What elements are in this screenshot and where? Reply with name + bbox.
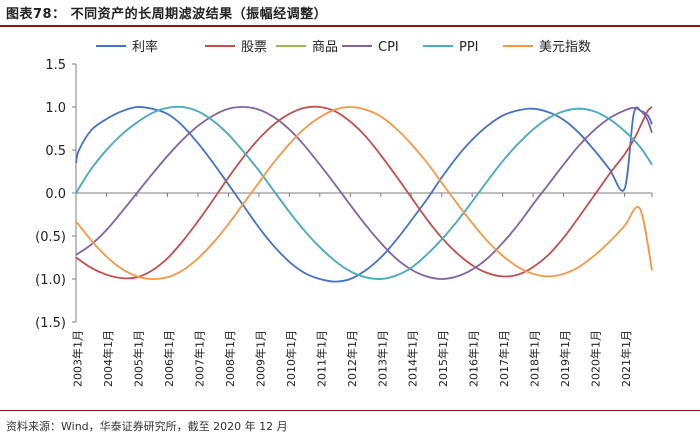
x-tick-label: 2011年1月 bbox=[314, 330, 328, 387]
x-tick-label: 2015年1月 bbox=[436, 330, 450, 387]
title-bar: 图表78： 不同资产的长周期滤波结果（振幅经调整） bbox=[0, 0, 700, 27]
series-line-4 bbox=[75, 105, 653, 280]
y-tick-label: (1.0) bbox=[35, 273, 66, 288]
legend-label: 商品 bbox=[312, 40, 338, 55]
x-tick-label: 2007年1月 bbox=[192, 330, 206, 387]
legend-label: PPI bbox=[459, 40, 479, 55]
series-line-3 bbox=[75, 106, 653, 280]
x-tick-label: 2005年1月 bbox=[131, 330, 145, 387]
line-chart: 利率 股票 商品 CPI PPI 美元指数 1.5 1.0 0.5 0.0 (0.5) (1.0) (… bbox=[35, 39, 653, 387]
y-tick-label: 0.0 bbox=[45, 187, 66, 202]
x-tick-label: 2021年1月 bbox=[619, 330, 633, 387]
x-tick-label: 2020年1月 bbox=[589, 330, 603, 387]
x-tick-label: 2013年1月 bbox=[375, 330, 389, 387]
series-line-0 bbox=[75, 106, 653, 283]
series-line-5 bbox=[75, 106, 653, 280]
x-tick-label: 2008年1月 bbox=[223, 330, 237, 387]
x-tick-label: 2014年1月 bbox=[406, 330, 420, 387]
x-tick-label: 2018年1月 bbox=[528, 330, 542, 387]
series-line-1 bbox=[75, 105, 653, 280]
figure-title: 图表78： 不同资产的长周期滤波结果（振幅经调整） bbox=[6, 7, 328, 22]
x-tick-label: 2004年1月 bbox=[101, 330, 115, 387]
legend-label: 股票 bbox=[241, 40, 267, 55]
series-lines bbox=[75, 105, 653, 283]
x-tick-label: 2016年1月 bbox=[467, 330, 481, 387]
x-tick-label: 2006年1月 bbox=[162, 330, 176, 387]
y-axis: 1.5 1.0 0.5 0.0 (0.5) (1.0) (1.5) bbox=[35, 58, 77, 331]
x-tick-label: 2017年1月 bbox=[497, 330, 511, 387]
legend-label: 美元指数 bbox=[539, 40, 591, 55]
y-tick-label: (0.5) bbox=[35, 230, 66, 245]
y-tick-label: 1.0 bbox=[45, 101, 66, 116]
title-divider bbox=[0, 25, 700, 27]
x-tick-label: 2003年1月 bbox=[71, 330, 85, 387]
chart-legend: 利率 股票 商品 CPI PPI 美元指数 bbox=[96, 39, 591, 55]
x-tick-label: 2010年1月 bbox=[284, 330, 298, 387]
x-tick-label: 2009年1月 bbox=[253, 330, 267, 387]
x-tick-label: 2019年1月 bbox=[558, 330, 572, 387]
source-note: 资料来源：Wind，华泰证券研究所，截至 2020 年 12 月 bbox=[6, 420, 288, 433]
y-tick-label: (1.5) bbox=[35, 316, 66, 331]
legend-label: CPI bbox=[378, 40, 399, 55]
x-tick-label: 2012年1月 bbox=[345, 330, 359, 387]
footer-divider bbox=[0, 410, 700, 411]
legend-label: 利率 bbox=[132, 39, 158, 55]
x-axis: 2003年1月 2004年1月 2005年1月 2006年1月 2007年1月 2008年… bbox=[71, 192, 653, 387]
y-tick-label: 0.5 bbox=[45, 144, 66, 159]
y-tick-label: 1.5 bbox=[45, 58, 66, 73]
